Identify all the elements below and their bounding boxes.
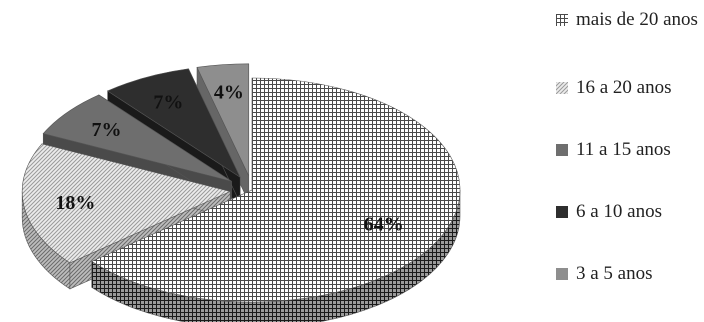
pie-slice-top [21,143,232,264]
pie-slice-mais-de-20-anos [91,77,461,322]
legend-swatch [556,14,568,26]
legend-item: 6 a 10 anos [556,200,701,224]
legend-label: 16 a 20 anos [576,77,672,98]
pie-slice-top [91,77,461,303]
data-label: 64% [364,213,404,235]
legend-swatch [556,268,568,280]
legend-swatch [556,206,568,218]
legend-item: mais de 20 anos [556,8,701,56]
data-label: 7% [92,119,122,141]
legend-label: mais de 20 anos [576,9,698,30]
data-label: 7% [153,91,183,113]
legend: mais de 20 anos 16 a 20 anos 11 a 15 ano… [556,8,701,286]
data-label: 18% [55,192,95,214]
legend-item: 16 a 20 anos [556,76,701,100]
legend-swatch [556,144,568,156]
legend-item: 11 a 15 anos [556,138,701,162]
data-label: 4% [214,81,244,103]
legend-item: 3 a 5 anos [556,262,701,286]
legend-label: 3 a 5 anos [576,263,653,284]
pie-slice-top [106,68,241,179]
pie-slice-top [196,63,250,176]
legend-label: 6 a 10 anos [576,201,663,222]
legend-swatch [556,82,568,94]
pie-slice-top [42,94,232,182]
legend-label: 11 a 15 anos [576,139,671,160]
